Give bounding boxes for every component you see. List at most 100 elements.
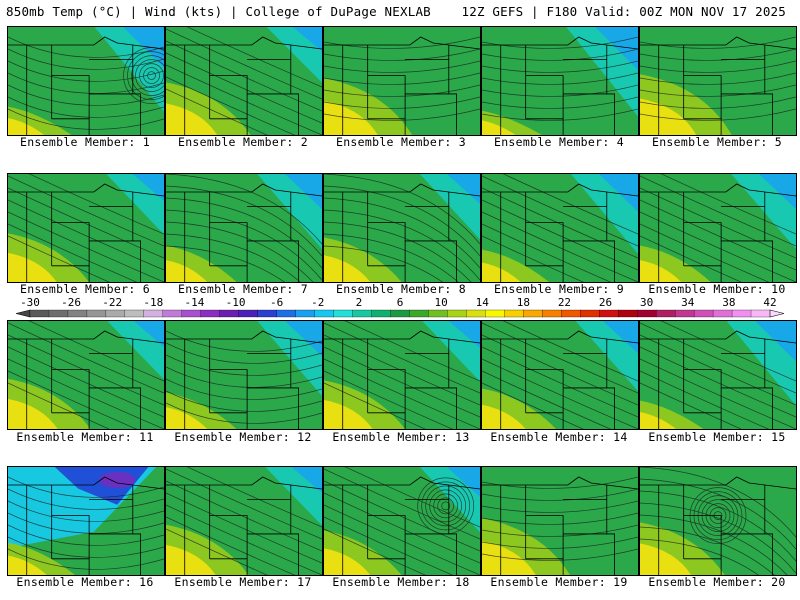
political-boundaries bbox=[640, 476, 796, 575]
state-border bbox=[683, 222, 722, 282]
hot-region bbox=[482, 262, 521, 282]
wind-streamline bbox=[8, 358, 164, 429]
wind-streamline bbox=[324, 48, 480, 61]
ensemble-member-label: Ensemble Member: 14 bbox=[490, 430, 628, 444]
wind-streamline bbox=[482, 488, 638, 501]
wind-streamline bbox=[166, 342, 322, 364]
wind-streamline bbox=[8, 334, 164, 406]
ensemble-member-label: Ensemble Member: 17 bbox=[174, 575, 312, 589]
ensemble-member-label: Ensemble Member: 2 bbox=[177, 135, 309, 149]
wind-streamlines bbox=[8, 321, 164, 429]
colorbar-swatch bbox=[29, 309, 50, 318]
state-border bbox=[563, 93, 615, 135]
ensemble-member-map bbox=[165, 173, 323, 283]
wind-streamlines bbox=[482, 36, 638, 121]
colorbar-tick-label: 42 bbox=[763, 296, 776, 309]
wind-streamline bbox=[324, 209, 480, 281]
political-boundaries bbox=[640, 36, 796, 135]
wind-streamline bbox=[166, 245, 285, 282]
ensemble-member-map bbox=[323, 466, 481, 576]
wind-streamline bbox=[660, 321, 796, 382]
hot-region bbox=[166, 407, 208, 429]
state-border bbox=[405, 240, 457, 282]
colorbar-tick-label: 38 bbox=[722, 296, 735, 309]
ensemble-member-label: Ensemble Member: 16 bbox=[16, 575, 154, 589]
colorbar-swatch bbox=[561, 309, 581, 318]
wind-streamline bbox=[482, 334, 638, 406]
wind-streamline bbox=[482, 223, 612, 282]
wind-streamline bbox=[166, 366, 322, 388]
wind-streamline bbox=[324, 370, 454, 429]
wind-streamline bbox=[8, 370, 138, 429]
state-border bbox=[367, 75, 406, 135]
wind-streamline bbox=[8, 476, 164, 498]
wind-streamline bbox=[8, 199, 164, 271]
wind-streamline bbox=[482, 322, 638, 394]
low-center-isobar bbox=[127, 51, 164, 100]
low-center-isobar bbox=[429, 489, 463, 523]
wind-streamline bbox=[166, 378, 322, 400]
colorbar-swatch bbox=[200, 309, 221, 318]
low-center-isobar bbox=[437, 497, 455, 515]
wind-streamline bbox=[640, 175, 796, 247]
low-center-isobar bbox=[147, 71, 156, 80]
wind-streamline bbox=[640, 382, 742, 429]
cold-region bbox=[595, 27, 638, 71]
colorbar-tick-label: -26 bbox=[61, 296, 81, 309]
wind-streamline bbox=[8, 72, 164, 94]
colorbar-swatch bbox=[390, 309, 410, 318]
cool-region bbox=[266, 27, 322, 83]
state-border bbox=[525, 369, 564, 429]
wind-streamline bbox=[640, 346, 796, 418]
political-boundaries bbox=[482, 183, 638, 282]
state-border bbox=[51, 222, 90, 282]
wind-streamline bbox=[8, 211, 164, 282]
state-border bbox=[209, 222, 248, 282]
wind-streamlines bbox=[324, 321, 480, 429]
wind-streamline bbox=[324, 528, 426, 575]
wind-streamline bbox=[8, 187, 164, 259]
low-center-isobar bbox=[441, 501, 451, 511]
wind-streamline bbox=[482, 500, 638, 513]
wind-streamline bbox=[640, 108, 796, 121]
state-border bbox=[525, 222, 564, 282]
colorbar-swatch bbox=[542, 309, 562, 318]
colorbar-tick-label: -10 bbox=[226, 296, 246, 309]
state-border bbox=[405, 533, 457, 575]
wind-streamline bbox=[640, 235, 742, 282]
wind-streamline bbox=[8, 96, 164, 118]
ensemble-member-map bbox=[323, 26, 481, 136]
wind-streamline bbox=[166, 480, 322, 552]
wind-streamline bbox=[166, 209, 322, 281]
wind-streamline bbox=[640, 48, 796, 61]
political-boundaries bbox=[482, 36, 638, 135]
colorbar-swatch bbox=[428, 309, 448, 318]
low-center-isobar bbox=[135, 59, 164, 92]
wind-streamline bbox=[324, 60, 480, 73]
wind-streamline bbox=[482, 60, 638, 73]
colorbar-swatch bbox=[750, 309, 771, 318]
political-boundaries bbox=[166, 476, 322, 575]
ensemble-member-label: Ensemble Member: 18 bbox=[332, 575, 470, 589]
low-center-isobar bbox=[143, 67, 160, 84]
wind-streamline bbox=[28, 174, 164, 235]
wind-streamline bbox=[8, 36, 164, 58]
cold-region bbox=[284, 174, 322, 210]
hot-region bbox=[640, 98, 697, 135]
colorbar-swatch bbox=[712, 309, 733, 318]
low-center-isobar bbox=[425, 485, 467, 527]
ensemble-member-label: Ensemble Member: 13 bbox=[332, 430, 470, 444]
ensemble-member-label: Ensemble Member: 8 bbox=[335, 282, 467, 296]
ensemble-member-map bbox=[481, 466, 639, 576]
wind-streamline bbox=[640, 514, 788, 575]
wind-streamline bbox=[344, 321, 480, 382]
ensemble-member-label: Ensemble Member: 4 bbox=[493, 135, 625, 149]
ensemble-member-map bbox=[481, 320, 639, 430]
ensemble-member-label: Ensemble Member: 1 bbox=[19, 135, 151, 149]
wind-streamline bbox=[166, 28, 322, 100]
wind-streamline bbox=[324, 480, 480, 552]
hot-region bbox=[324, 548, 371, 575]
wind-streamline bbox=[640, 187, 796, 259]
wind-streamline bbox=[482, 512, 638, 525]
low-center-isobar bbox=[131, 55, 164, 96]
